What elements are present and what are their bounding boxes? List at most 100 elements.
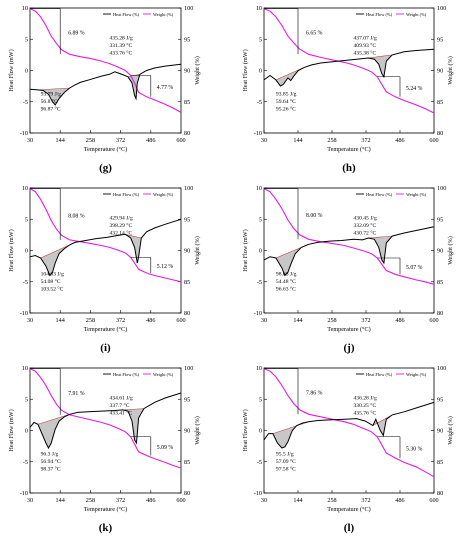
x-tick-label: 258 bbox=[86, 317, 95, 324]
heat-flow-series-line bbox=[29, 218, 182, 277]
peak2-annotation: 433.41 °C bbox=[109, 409, 132, 416]
peak2-annotation: 437.07 J/g bbox=[353, 35, 377, 41]
y-right-tick-label: 95 bbox=[437, 36, 443, 43]
y-left-tick-label: 0 bbox=[259, 248, 262, 255]
chart-panel: 30 144 258 372 486 600 -10 -5 0 5 10 80 85 90 95 100 Tem… bbox=[8, 5, 201, 174]
mass-loss-1-label: 8.08 % bbox=[68, 213, 85, 219]
y-left-tick-label: -5 bbox=[23, 99, 28, 106]
peak1-annotation: 59.64 °C bbox=[276, 98, 296, 105]
peak1-annotation: 56.8 °C bbox=[41, 98, 58, 105]
y-right-tick-label: 85 bbox=[437, 459, 443, 466]
y-left-tick-label: 5 bbox=[25, 36, 28, 43]
y-left-tick-label: 10 bbox=[22, 365, 28, 372]
x-tick-label: 258 bbox=[86, 497, 95, 504]
y-left-tick-label: 5 bbox=[25, 396, 28, 403]
x-tick-label: 258 bbox=[86, 137, 95, 144]
y-right-tick-label: 85 bbox=[437, 99, 443, 106]
y-right-tick-label: 85 bbox=[437, 279, 443, 286]
y-left-tick-label: 10 bbox=[256, 5, 262, 12]
chart-panel: 30 144 258 372 486 600 -10 -5 0 5 10 80 85 90 95 100 Tem… bbox=[242, 365, 454, 534]
y-right-tick-label: 80 bbox=[437, 490, 443, 497]
x-tick-label: 30 bbox=[27, 317, 33, 324]
y-left-tick-label: 0 bbox=[25, 68, 28, 75]
y-left-axis-label: Heat Flow (mW) bbox=[8, 49, 15, 91]
x-tick-label: 372 bbox=[116, 497, 125, 504]
peak1-annotation: 95.5 J/g bbox=[276, 452, 294, 458]
x-tick-label: 372 bbox=[361, 317, 370, 324]
y-right-tick-label: 85 bbox=[184, 459, 190, 466]
peak2-annotation: 433.76 °C bbox=[109, 49, 132, 56]
peak1-annotation: 93.79 J/g bbox=[41, 92, 62, 98]
peak2-annotation: 430.72 °C bbox=[353, 229, 376, 236]
y-left-tick-label: -5 bbox=[257, 279, 262, 286]
x-tick-label: 600 bbox=[176, 497, 185, 504]
peak2-annotation: 332.09 °C bbox=[353, 222, 376, 229]
weight-series-line bbox=[29, 8, 182, 113]
mass-loss-2-label: 5.12 % bbox=[157, 264, 174, 270]
peak-area bbox=[372, 414, 393, 436]
legend-weight-label: Weight (%) bbox=[406, 192, 427, 197]
x-tick-label: 144 bbox=[293, 317, 302, 324]
x-tick-label: 600 bbox=[429, 317, 438, 324]
y-left-tick-label: 5 bbox=[259, 396, 262, 403]
peak1-annotation: 104.63 J/g bbox=[41, 272, 65, 278]
y-left-tick-label: 10 bbox=[22, 5, 28, 12]
x-tick-label: 30 bbox=[27, 137, 33, 144]
x-tick-label: 144 bbox=[56, 137, 65, 144]
mass-loss-1-label: 7.91 % bbox=[68, 391, 85, 397]
peak2-annotation: 330.25 °C bbox=[353, 402, 376, 409]
x-tick-label: 486 bbox=[395, 137, 404, 144]
x-tick-label: 600 bbox=[429, 137, 438, 144]
peak2-annotation: 434.61 J/g bbox=[109, 395, 133, 401]
weight-series-line bbox=[263, 8, 435, 114]
y-left-tick-label: 5 bbox=[259, 36, 262, 43]
heat-flow-series-line bbox=[29, 392, 182, 450]
peak-area bbox=[272, 421, 309, 448]
y-right-tick-label: 85 bbox=[184, 99, 190, 106]
y-left-tick-label: -5 bbox=[23, 279, 28, 286]
peak2-annotation: 432.14 °C bbox=[109, 229, 132, 236]
peak1-annotation: 56.94 °C bbox=[41, 458, 61, 465]
y-right-tick-label: 100 bbox=[437, 185, 446, 192]
x-axis-label: Temperature (°C) bbox=[327, 146, 370, 153]
peak1-annotation: 93.85 J/g bbox=[276, 92, 297, 98]
peak2-annotation: 436.28 J/g bbox=[353, 395, 377, 401]
plot-frame bbox=[263, 187, 435, 314]
x-tick-label: 486 bbox=[395, 317, 404, 324]
x-tick-label: 486 bbox=[146, 317, 155, 324]
x-tick-label: 144 bbox=[293, 137, 302, 144]
peak-area bbox=[40, 244, 70, 276]
x-tick-label: 486 bbox=[146, 497, 155, 504]
legend-weight-label: Weight (%) bbox=[153, 12, 174, 17]
y-right-tick-label: 90 bbox=[184, 68, 190, 75]
x-tick-label: 372 bbox=[361, 497, 370, 504]
x-tick-label: 486 bbox=[146, 137, 155, 144]
mass-loss-2-label: 5.24 % bbox=[406, 86, 423, 92]
x-tick-label: 486 bbox=[395, 497, 404, 504]
peak2-annotation: 331.39 °C bbox=[109, 42, 132, 49]
mass-loss-1-label: 8.00 % bbox=[306, 213, 323, 219]
peak2-annotation: 430.45 J/g bbox=[353, 215, 377, 221]
plot-frame bbox=[29, 187, 182, 314]
y-left-tick-label: 0 bbox=[25, 428, 28, 435]
x-axis-label: Temperature (°C) bbox=[84, 506, 127, 513]
y-left-axis-label: Heat Flow (mW) bbox=[8, 229, 15, 271]
y-left-tick-label: -10 bbox=[20, 130, 28, 137]
x-tick-label: 372 bbox=[116, 137, 125, 144]
y-right-axis-label: Weight (%) bbox=[447, 56, 454, 85]
legend-weight-label: Weight (%) bbox=[406, 372, 427, 377]
y-right-tick-label: 95 bbox=[437, 216, 443, 223]
y-left-tick-label: -5 bbox=[257, 99, 262, 106]
mass-loss-2-label: 4.77 % bbox=[157, 85, 174, 91]
peak-area bbox=[37, 414, 70, 448]
panel-label: (h) bbox=[342, 162, 356, 174]
peak1-annotation: 98.37 °C bbox=[41, 466, 61, 473]
legend-weight-label: Weight (%) bbox=[406, 12, 427, 17]
peak-baseline bbox=[122, 408, 144, 411]
peak-area bbox=[125, 234, 142, 263]
y-right-tick-label: 90 bbox=[437, 248, 443, 255]
panel-label: (j) bbox=[344, 342, 355, 354]
mass-loss-2-label: 5.30 % bbox=[406, 446, 423, 452]
heat-flow-series-line bbox=[263, 48, 435, 87]
